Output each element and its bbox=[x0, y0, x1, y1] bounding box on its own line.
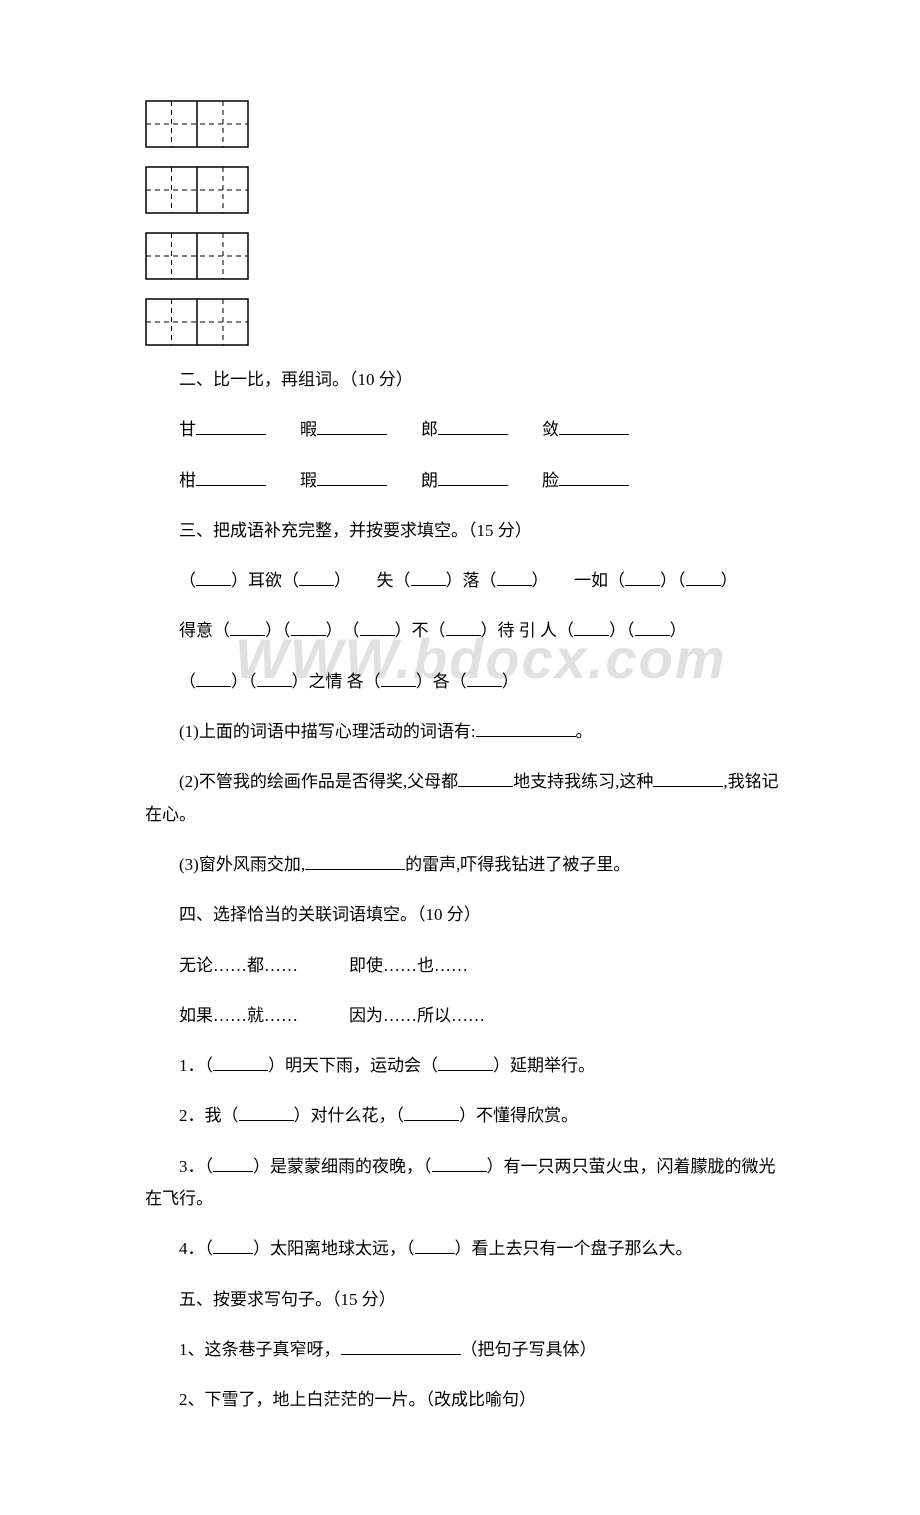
char-xia1: 暇 bbox=[300, 420, 317, 439]
s4-q3-a: 3．（ bbox=[179, 1157, 213, 1176]
section-3-line3: （）（）之情 各（）各（） bbox=[145, 666, 785, 698]
s4-q1-c: ）延期举行。 bbox=[493, 1056, 595, 1075]
opt-1a: 无论……都…… bbox=[179, 956, 298, 975]
opt-2a: 如果……就…… bbox=[179, 1006, 298, 1025]
char-lang2: 朗 bbox=[421, 471, 438, 490]
s4-q2-b: ）对什么花，（ bbox=[294, 1106, 405, 1125]
q2-b: 地支持我练习,这种 bbox=[513, 772, 653, 791]
char-lang1: 郎 bbox=[421, 420, 438, 439]
char-gan1: 甘 bbox=[179, 420, 196, 439]
section-2-row2: 柑 瑕 朗 脸 bbox=[145, 465, 785, 497]
section-4-q3: 3．（）是蒙蒙细雨的夜晚，（）有一只两只萤火虫，闪着朦胧的微光在飞行。 bbox=[145, 1151, 785, 1216]
section-4-title: 四、选择恰当的关联词语填空。（10 分） bbox=[145, 899, 785, 931]
s4-q1-b: ）明天下雨，运动会（ bbox=[268, 1056, 438, 1075]
section-3-line1: （）耳欲（） 失（）落（） 一如（）（） bbox=[145, 565, 785, 597]
section-2-row1: 甘 暇 郎 敛 bbox=[145, 414, 785, 446]
s4-q2-c: ）不懂得欣赏。 bbox=[459, 1106, 578, 1125]
q1-text: (1)上面的词语中描写心理活动的词语有: bbox=[179, 722, 476, 741]
s4-q4-a: 4．（ bbox=[179, 1239, 213, 1258]
s5-q1-b: （把句子写具体） bbox=[461, 1340, 597, 1359]
s5-q1-a: 1、这条巷子真窄呀， bbox=[179, 1340, 341, 1359]
grid-box-4 bbox=[145, 298, 785, 346]
section-4-q2: 2．我（ ）对什么花，（ ）不懂得欣赏。 bbox=[145, 1100, 785, 1132]
q3-a: (3)窗外风雨交加, bbox=[179, 855, 305, 874]
q1-end: 。 bbox=[576, 722, 593, 741]
section-5-q2: 2、下雪了，地上白茫茫的一片。（改成比喻句） bbox=[145, 1384, 785, 1416]
section-4-q4: 4．（ ）太阳离地球太远，（ ）看上去只有一个盘子那么大。 bbox=[145, 1233, 785, 1265]
section-3-q3: (3)窗外风雨交加, 的雷声,吓得我钻进了被子里。 bbox=[145, 849, 785, 881]
section-3-q2: (2)不管我的绘画作品是否得奖,父母都地支持我练习,这种,我铭记在心。 bbox=[145, 766, 785, 831]
grid-box-3 bbox=[145, 232, 785, 280]
grid-box-1 bbox=[145, 100, 785, 148]
char-lian1: 敛 bbox=[542, 420, 559, 439]
s4-q4-b: ）太阳离地球太远，（ bbox=[253, 1239, 415, 1258]
opt-2b: 因为……所以…… bbox=[349, 1006, 485, 1025]
s4-q2-a: 2．我（ bbox=[179, 1106, 239, 1125]
section-3-line2: 得意（）（） （）不（）待 引 人（）（） bbox=[145, 615, 785, 647]
section-5-q1: 1、这条巷子真窄呀， （把句子写具体） bbox=[145, 1334, 785, 1366]
opt-1b: 即使……也…… bbox=[349, 956, 468, 975]
section-3-title: 三、把成语补充完整，并按要求填空。（15 分） bbox=[145, 515, 785, 547]
section-3-q1: (1)上面的词语中描写心理活动的词语有: 。 bbox=[145, 716, 785, 748]
section-2-title: 二、比一比，再组词。（10 分） bbox=[145, 364, 785, 396]
grid-box-2 bbox=[145, 166, 785, 214]
char-lian2: 脸 bbox=[542, 471, 559, 490]
q2-a: (2)不管我的绘画作品是否得奖,父母都 bbox=[179, 772, 458, 791]
s4-q4-c: ）看上去只有一个盘子那么大。 bbox=[455, 1239, 693, 1258]
char-gan2: 柑 bbox=[179, 471, 196, 490]
section-5-title: 五、按要求写句子。（15 分） bbox=[145, 1284, 785, 1316]
section-4-q1: 1．（ ）明天下雨，运动会（ ）延期举行。 bbox=[145, 1050, 785, 1082]
section-4-opts-2: 如果……就…… 因为……所以…… bbox=[145, 1000, 785, 1032]
q3-b: 的雷声,吓得我钻进了被子里。 bbox=[405, 855, 630, 874]
s4-q1-a: 1．（ bbox=[179, 1056, 213, 1075]
section-4-opts-1: 无论……都…… 即使……也…… bbox=[145, 950, 785, 982]
s4-q3-b: ）是蒙蒙细雨的夜晚，（ bbox=[253, 1157, 432, 1176]
char-xia2: 瑕 bbox=[300, 471, 317, 490]
